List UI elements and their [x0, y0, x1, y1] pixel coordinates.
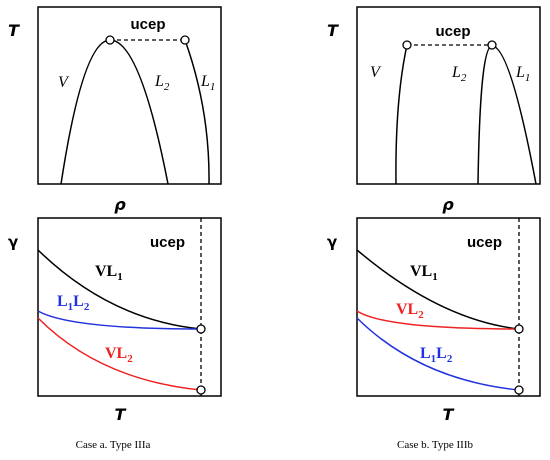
- panel-a-bottom-label-vl1-main: VL: [95, 263, 117, 280]
- panel-a-bottom-curve-l1l2: [37, 310, 202, 330]
- panel-a-bottom-label-vl2-sub: 2: [127, 353, 133, 365]
- panel-b-bottom-label-vl1-main: VL: [410, 263, 432, 280]
- panel-b-bottom-ucep-point: [514, 324, 524, 334]
- panel-b-bottom-frame: [356, 217, 541, 397]
- panel-b-bottom-label-l1l2-sub2: 2: [447, 353, 453, 365]
- panel-b-top-label-l1-sub: 1: [525, 72, 531, 84]
- panel-a-bottom-label-vl1-sub: 1: [117, 271, 123, 283]
- panel-a-top-frame: [37, 6, 222, 185]
- panel-a-top-label-l2: L2: [154, 73, 170, 93]
- panel-b-bottom-label-vl2: VL2: [396, 301, 424, 321]
- panel-b-top: T ρ ucep V L2 L1: [327, 6, 541, 214]
- panel-a-top-label-l1-main: L: [200, 73, 210, 90]
- panel-b-top-curve-v: [395, 44, 408, 185]
- panel-b-top-critical-point: [487, 40, 497, 50]
- panel-b-top-label-l2-main: L: [451, 64, 461, 81]
- panel-b-bottom: γ T ucep VL1 VL2 L1L2: [327, 217, 541, 424]
- panel-b-bottom-y-axis-label: γ: [327, 233, 337, 251]
- panel-a-bottom-label-vl1: VL1: [95, 263, 123, 283]
- panel-a-top-ucep-label: ucep: [130, 16, 165, 33]
- caption-case-b: Case b. Type IIIb: [397, 439, 474, 451]
- panel-a-bottom-curve-vl1: [37, 249, 202, 330]
- panel-a-bottom-label-l1l2-main2: L: [73, 293, 84, 310]
- panel-b-top-label-l1-main: L: [515, 64, 525, 81]
- panel-a-bottom-end-point: [196, 385, 206, 395]
- panel-a-top-curve-l1: [184, 39, 210, 185]
- panel-a-bottom: γ T ucep VL1 L1L2 VL2: [8, 217, 222, 424]
- panel-b-bottom-curve-vl2: [356, 310, 520, 330]
- panel-b-top-label-v: V: [370, 64, 382, 81]
- panel-a-bottom-label-l1l2-main: L: [57, 293, 68, 310]
- panel-b-top-label-v-main: V: [370, 64, 382, 81]
- panel-b-top-label-l1: L1: [515, 64, 530, 84]
- panel-a-top: T ρ ucep V L2 L1: [8, 6, 222, 214]
- panel-b-bottom-x-axis-label: T: [443, 405, 455, 424]
- panel-b-bottom-label-vl2-main: VL: [396, 301, 418, 318]
- panel-b-top-ucep-label: ucep: [435, 23, 470, 40]
- panel-b-top-label-l2-sub: 2: [461, 72, 467, 84]
- panel-b-bottom-curve-vl1: [356, 249, 520, 330]
- panel-b-bottom-label-vl1-sub: 1: [432, 271, 438, 283]
- panel-a-top-y-axis-label: T: [8, 21, 20, 40]
- panel-a-bottom-label-l1l2-sub2: 2: [84, 301, 90, 313]
- panel-a-top-label-v-main: V: [58, 74, 70, 91]
- panel-b-bottom-label-l1l2-sub: 1: [431, 353, 437, 365]
- panel-b-bottom-label-l1l2-main2: L: [436, 345, 447, 362]
- panel-b-top-curve-l2-l1: [477, 45, 537, 185]
- caption-case-a: Case a. Type IIIa: [76, 439, 151, 451]
- panel-b-top-x-axis-label: ρ: [442, 195, 454, 214]
- panel-a-top-label-l1: L1: [200, 73, 215, 93]
- panel-a-top-critical-point: [105, 35, 115, 45]
- panel-a-bottom-x-axis-label: T: [115, 405, 127, 424]
- panel-b-bottom-label-l1l2: L1L2: [420, 345, 453, 365]
- panel-b-bottom-end-point: [514, 385, 524, 395]
- panel-b-bottom-ucep-label: ucep: [467, 234, 502, 251]
- panel-a-bottom-label-vl2: VL2: [105, 345, 133, 365]
- panel-a-bottom-label-vl2-main: VL: [105, 345, 127, 362]
- panel-a-bottom-ucep-label: ucep: [150, 234, 185, 251]
- panel-a-bottom-frame: [37, 217, 222, 397]
- panel-a-top-label-l2-main: L: [154, 73, 164, 90]
- panel-b-bottom-label-vl1: VL1: [410, 263, 438, 283]
- panel-b-top-label-l2: L2: [451, 64, 467, 84]
- panel-b-bottom-curve-l1l2: [356, 317, 520, 391]
- panel-a-bottom-label-l1l2: L1L2: [57, 293, 90, 313]
- panel-a-bottom-y-axis-label: γ: [8, 233, 18, 251]
- panel-a-bottom-ucep-point: [196, 324, 206, 334]
- panel-a-top-ucep-point: [180, 35, 190, 45]
- panel-b-bottom-label-vl2-sub: 2: [418, 309, 424, 321]
- panel-a-bottom-label-l1l2-sub: 1: [68, 301, 74, 313]
- panel-a-bottom-curve-vl2: [37, 317, 202, 391]
- panel-a-top-curve-v-l2: [60, 39, 169, 185]
- panel-a-top-label-l1-sub: 1: [210, 81, 216, 93]
- panel-a-top-label-v: V: [58, 74, 70, 91]
- panel-b-top-frame: [356, 6, 541, 185]
- panel-b-top-ucep-point: [402, 40, 412, 50]
- panel-a-top-label-l2-sub: 2: [164, 81, 170, 93]
- panel-a-top-x-axis-label: ρ: [114, 195, 126, 214]
- panel-b-bottom-label-l1l2-main: L: [420, 345, 431, 362]
- panel-b-top-y-axis-label: T: [327, 21, 339, 40]
